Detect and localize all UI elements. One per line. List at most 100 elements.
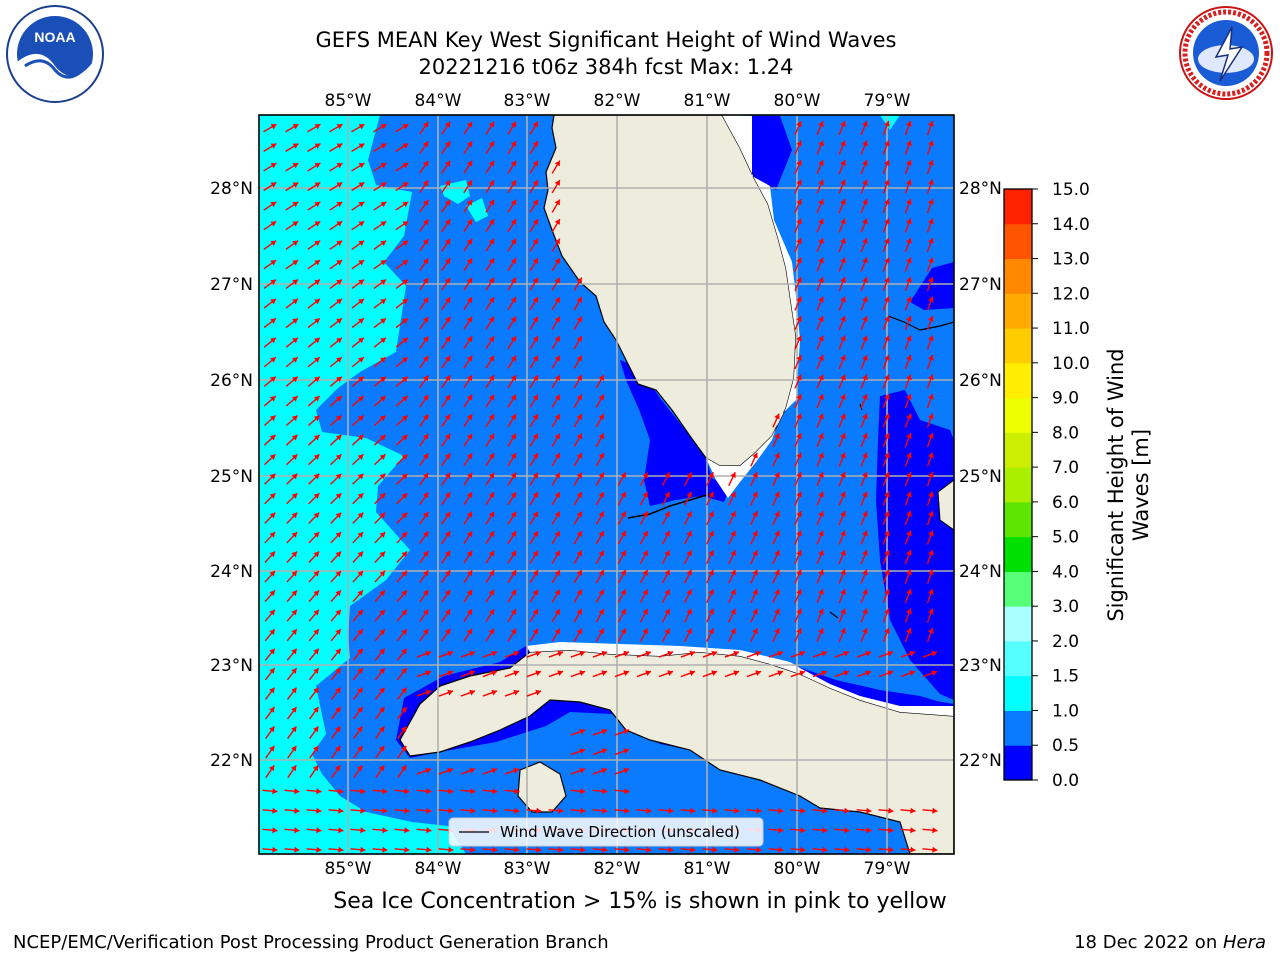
wind-arrow — [395, 356, 409, 368]
lon-label-top: 81°W — [684, 91, 731, 111]
wind-arrow — [263, 201, 277, 211]
wind-arrow — [286, 531, 298, 544]
wind-arrow — [395, 376, 409, 387]
wave-band-0-0_5 — [910, 262, 954, 310]
wind-arrow — [706, 569, 714, 584]
wind-arrow — [307, 279, 321, 289]
colorbar-swatch — [1004, 606, 1032, 642]
wind-arrow — [441, 511, 451, 525]
wind-arrow — [573, 316, 583, 330]
wind-arrow — [441, 452, 451, 467]
wind-arrow — [485, 433, 495, 447]
wind-arrow — [856, 650, 872, 658]
wind-arrow — [396, 453, 408, 466]
wind-arrow — [263, 181, 277, 192]
wind-arrow — [529, 140, 539, 155]
lat-label-left: 28°N — [210, 179, 253, 199]
wind-arrow — [329, 434, 343, 446]
wind-arrow — [860, 120, 868, 136]
wind-arrow — [794, 393, 802, 409]
wind-arrow — [706, 530, 714, 545]
wind-arrow — [794, 159, 802, 175]
wind-arrow — [507, 257, 517, 272]
wind-arrow — [617, 472, 627, 486]
wind-arrow — [286, 648, 298, 661]
wind-arrow — [507, 277, 517, 291]
colorbar-tick-label: 5.0 — [1052, 528, 1079, 548]
wind-arrow — [794, 608, 802, 623]
wind-arrow — [419, 257, 429, 272]
wind-arrow — [900, 650, 916, 658]
wind-arrow — [573, 335, 583, 350]
wind-arrow — [463, 413, 473, 428]
wind-arrow — [816, 237, 824, 253]
wind-arrow — [351, 240, 365, 250]
wind-arrow — [463, 530, 473, 545]
wind-arrow — [438, 689, 454, 697]
wind-arrow — [661, 569, 671, 584]
colorbar-tick-label: 0.0 — [1052, 771, 1079, 791]
wind-arrow — [286, 706, 298, 720]
wind-arrow — [860, 627, 868, 643]
wind-arrow — [463, 199, 473, 213]
wind-arrow — [724, 650, 740, 658]
wind-arrow — [264, 473, 276, 485]
wind-arrow — [926, 530, 934, 545]
colorbar-tick-label: 9.0 — [1052, 389, 1079, 409]
wind-arrow — [882, 335, 890, 350]
wind-arrow — [285, 279, 299, 289]
map-area — [259, 115, 954, 854]
wind-arrow — [661, 589, 671, 603]
colorbar-swatch — [1004, 467, 1032, 503]
wind-arrow — [838, 510, 846, 526]
wave-band-1_0-1_5 — [440, 180, 470, 204]
wind-arrow — [463, 277, 473, 291]
wind-arrow — [860, 159, 868, 175]
wind-arrow — [816, 627, 824, 643]
wind-arrow — [592, 728, 608, 736]
wind-arrow — [507, 491, 517, 506]
wind-arrow — [834, 807, 850, 814]
wind-arrow — [507, 472, 517, 486]
wind-arrow — [373, 395, 387, 407]
wind-arrow — [639, 491, 649, 506]
wind-arrow — [373, 162, 387, 172]
wind-arrow — [904, 569, 912, 584]
wind-arrow — [551, 355, 561, 369]
wind-arrow — [617, 608, 627, 623]
wind-arrow — [658, 807, 674, 814]
wind-arrow — [882, 296, 890, 311]
wind-arrow — [838, 354, 846, 370]
wind-arrow — [395, 434, 409, 446]
wind-arrow — [351, 414, 365, 427]
wind-arrow — [329, 317, 343, 329]
wind-arrow — [441, 530, 451, 545]
wind-arrow — [750, 452, 758, 467]
wind-arrow — [551, 608, 561, 623]
wind-arrow — [507, 530, 517, 545]
wind-arrow — [900, 807, 916, 814]
wind-arrow — [926, 315, 934, 331]
wind-arrow — [658, 670, 674, 678]
wind-arrow — [882, 198, 890, 214]
wind-arrow — [264, 687, 276, 700]
wind-arrow — [463, 472, 473, 486]
wind-arrow — [904, 471, 912, 487]
wind-arrow — [772, 588, 780, 604]
colorbar-tick-label: 14.0 — [1052, 215, 1090, 235]
colorbar-tick-label: 10.0 — [1052, 354, 1090, 374]
wind-arrow — [573, 413, 583, 428]
wind-arrow — [352, 551, 364, 563]
wind-arrow — [750, 510, 758, 526]
wind-arrow — [706, 588, 714, 604]
wind-arrow — [374, 609, 386, 622]
colorbar-swatch — [1004, 501, 1032, 538]
wind-arrow — [419, 452, 429, 467]
wind-arrow — [307, 220, 321, 231]
wind-arrow — [485, 491, 495, 506]
wind-arrow — [812, 650, 828, 658]
wind-arrow — [460, 650, 476, 658]
wind-arrow — [882, 276, 890, 292]
wind-arrow — [838, 569, 846, 584]
wind-arrow — [396, 667, 408, 681]
